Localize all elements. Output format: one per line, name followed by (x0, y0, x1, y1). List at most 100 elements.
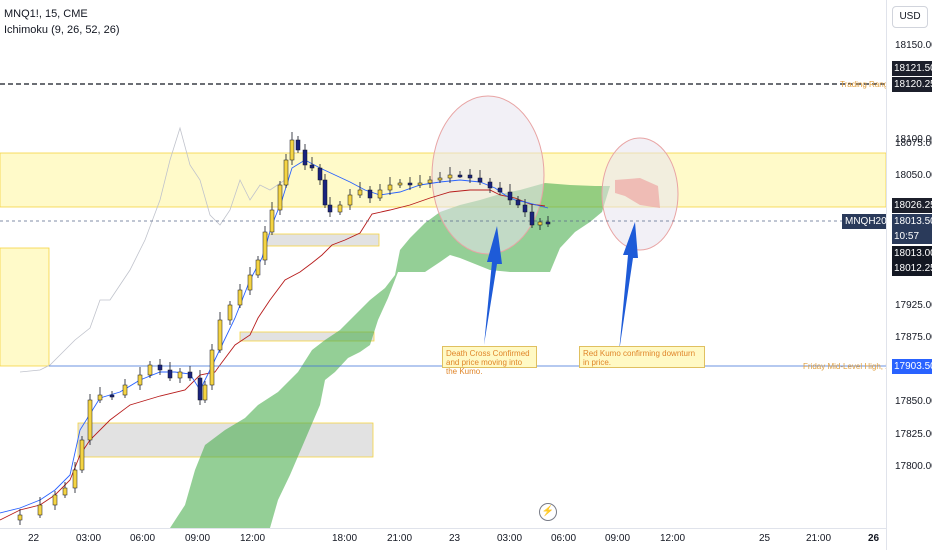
candle-body (367, 189, 373, 199)
candle-body (247, 274, 253, 291)
candle-body (515, 199, 521, 206)
time-tick: 12:00 (240, 533, 266, 544)
price-tick: 17925.00 (895, 300, 932, 311)
time-tick: 03:00 (76, 533, 102, 544)
chikou-line (19, 126, 286, 373)
candle-body (37, 504, 43, 516)
candle-body (522, 204, 528, 213)
price-tick: 17875.00 (895, 332, 932, 343)
price-tick: 17800.00 (895, 461, 932, 472)
time-tick: 21:00 (387, 533, 413, 544)
candle-body (87, 399, 93, 441)
price-tick: 17850.00 (895, 396, 932, 407)
candle-body (262, 231, 268, 261)
time-axis[interactable]: 22 03:00 06:00 09:00 12:00 18:00 21:00 2… (0, 528, 886, 551)
candle-body (317, 167, 323, 181)
currency-selector[interactable]: USD (892, 6, 928, 28)
countdown-label: 10:57 (892, 229, 932, 244)
price-tick: 17825.00 (895, 429, 932, 440)
time-tick: 22 (28, 533, 40, 544)
time-tick: 09:00 (605, 533, 631, 544)
candle-body (237, 289, 243, 306)
time-tick: 23 (449, 533, 461, 544)
candle-body (217, 319, 223, 351)
candle-body (187, 371, 193, 379)
symbol-title: MNQ1!, 15, CME (4, 8, 88, 20)
trading-range-top-label: 18121.50 (892, 61, 932, 76)
price-tick: 18100.00 (895, 134, 932, 145)
candle-body (397, 182, 403, 186)
time-tick: 12:00 (660, 533, 686, 544)
lightning-icon[interactable]: ⚡ (539, 503, 557, 521)
candle-body (387, 184, 393, 191)
candle-body (447, 174, 453, 179)
candle-body (322, 179, 328, 206)
candle-body (417, 182, 423, 186)
kijun-line (0, 189, 546, 521)
candle-body (427, 179, 433, 184)
time-tick: 06:00 (551, 533, 577, 544)
candle-body (537, 221, 543, 226)
candle-body (467, 174, 473, 179)
chart-legend: MNQ1!, 15, CME Ichimoku (9, 26, 52, 26) (4, 6, 120, 38)
left-range-zone (0, 247, 50, 367)
price-tick: 18050.00 (895, 170, 932, 181)
candle-body (202, 384, 208, 401)
candle-body (529, 211, 535, 226)
candle-body (302, 149, 308, 166)
trading-range-label: Trading Range (840, 80, 893, 89)
level-18012-label: 18012.25 (892, 261, 932, 276)
gap-zone-1 (265, 233, 380, 247)
time-tick: 06:00 (130, 533, 156, 544)
candle-body (137, 374, 143, 386)
price-tick: 18150.00 (895, 40, 932, 51)
time-tick: 18:00 (332, 533, 358, 544)
level-18013-label: 18013.00 (892, 246, 932, 261)
price-chart-plot[interactable] (0, 0, 886, 528)
candle-body (79, 439, 85, 471)
candle-body (357, 189, 363, 196)
candle-body (269, 209, 275, 233)
friday-mid-label: Friday Mid-Level High, 2/16 (803, 362, 901, 371)
candle-body (197, 377, 203, 401)
highlight-circle-2 (601, 137, 679, 251)
price-tick: 18075.00 (895, 138, 932, 149)
candle-body (109, 394, 115, 398)
candle-body (167, 369, 173, 379)
candle-body (457, 174, 463, 178)
red-kumo-note[interactable]: Red Kumo confirming downturn in price. (579, 346, 705, 368)
candle-body (72, 469, 78, 489)
candle-body (122, 384, 128, 396)
candle-body (347, 194, 353, 206)
candle-body (309, 164, 315, 169)
candle-body (497, 187, 503, 193)
time-tick: 21:00 (806, 533, 832, 544)
candle-body (255, 259, 261, 276)
level-18026-label: 18026.25 (892, 198, 932, 213)
candle-body (289, 139, 295, 161)
candle-body (277, 184, 283, 211)
time-tick: 09:00 (185, 533, 211, 544)
candle-body (327, 204, 333, 213)
candle-body (295, 139, 301, 151)
friday-mid-price-label: 17903.50 (892, 359, 932, 374)
indicator-label: Ichimoku (9, 26, 52, 26) (4, 24, 120, 36)
highlight-circle-1 (431, 95, 545, 255)
candle-body (17, 514, 23, 521)
candle-body (377, 189, 383, 199)
candle-body (487, 181, 493, 189)
arrow-death-cross (484, 226, 502, 345)
candle-body (407, 182, 413, 186)
candle-body (177, 371, 183, 379)
candle-body (337, 204, 343, 213)
contract-label: MNQH2024 (842, 214, 898, 229)
candle-body (437, 177, 443, 181)
death-cross-note[interactable]: Death Cross Confirmed and price moving i… (442, 346, 537, 376)
arrow-red-kumo (619, 222, 638, 352)
candle-body (62, 487, 68, 496)
time-tick: 25 (759, 533, 771, 544)
current-price-label: 18013.50 (892, 214, 932, 229)
candle-body (227, 304, 233, 321)
kumo-green-cloud (170, 183, 610, 528)
